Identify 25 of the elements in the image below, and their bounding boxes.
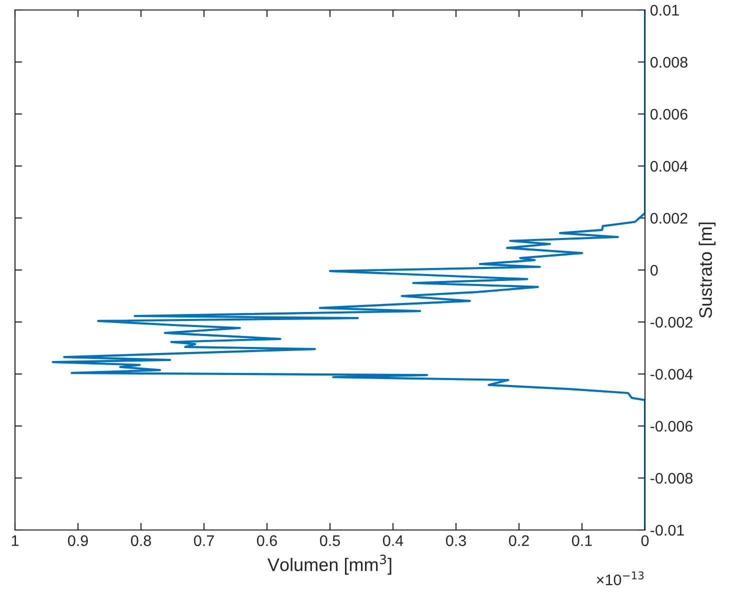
x-tick-label: 0.1: [572, 535, 592, 546]
y-tick-label: -0.006: [650, 420, 693, 432]
x-axis-title: Volumen [mm$^{3}$]: [268, 554, 392, 575]
y-tick-label: 0.006: [650, 108, 688, 120]
y-tick-label: -0.004: [650, 368, 693, 380]
y-tick-label: 0.002: [650, 212, 688, 224]
y-tick-label: -0.002: [650, 316, 692, 328]
x-tick-label: 0.3: [446, 535, 466, 546]
x-tick-label: 0.8: [130, 535, 151, 546]
x-tick-label: 0: [641, 535, 649, 546]
y-tick-label: -0.008: [650, 472, 693, 484]
x-tick-label: 0.7: [194, 535, 214, 546]
text: ×10$^{−13}$: [596, 571, 644, 586]
y-tick-label: 0.008: [650, 56, 688, 68]
x-tick-label: 1: [12, 535, 19, 546]
y-tick-label: 0.004: [650, 160, 688, 172]
x-tick-label: 0.5: [320, 535, 340, 546]
y-axis-title: Sustrato [m]: [698, 222, 716, 318]
x-tick-label: 0.9: [68, 535, 88, 546]
x-tick-label: 0.4: [382, 535, 404, 546]
x-tick-label: 0.6: [256, 535, 277, 546]
y-tick-label: 0: [650, 264, 658, 276]
x-tick-label: 0.2: [508, 535, 529, 546]
y-tick-label: 0.01: [650, 4, 679, 16]
y-tick-label: -0.01: [650, 524, 684, 536]
